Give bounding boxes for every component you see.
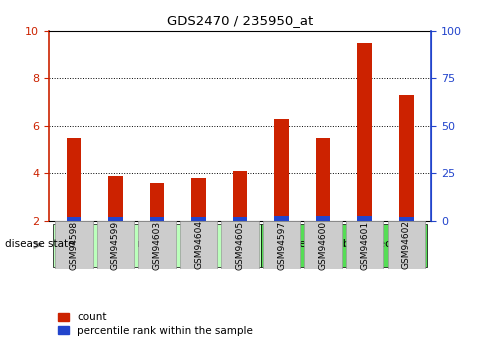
Bar [53, 224, 261, 267]
Bar [150, 217, 164, 221]
Text: disease state: disease state [5, 239, 74, 249]
Bar [191, 178, 206, 221]
Bar [233, 217, 247, 221]
Bar [67, 138, 81, 221]
Bar [304, 221, 342, 269]
Bar [67, 217, 81, 221]
Text: GSM94600: GSM94600 [318, 220, 328, 269]
Bar [150, 183, 164, 221]
Title: GDS2470 / 235950_at: GDS2470 / 235950_at [167, 14, 313, 27]
Text: GSM94602: GSM94602 [402, 220, 411, 269]
Bar [358, 216, 372, 221]
Text: neural tube defect: neural tube defect [292, 239, 396, 249]
Bar [233, 171, 247, 221]
Bar [221, 221, 259, 269]
Bar [274, 216, 289, 221]
Bar [399, 95, 414, 221]
Bar [274, 119, 289, 221]
Bar [358, 43, 372, 221]
Text: GSM94599: GSM94599 [111, 220, 120, 269]
Text: GSM94601: GSM94601 [360, 220, 369, 269]
Text: GSM94597: GSM94597 [277, 220, 286, 269]
Bar [388, 221, 425, 269]
Bar [108, 217, 122, 221]
Bar [191, 217, 206, 221]
Bar [97, 221, 134, 269]
Bar [399, 217, 414, 221]
Text: normal: normal [138, 239, 176, 249]
Legend: count, percentile rank within the sample: count, percentile rank within the sample [54, 308, 257, 340]
Bar [261, 224, 427, 267]
Text: GSM94605: GSM94605 [236, 220, 245, 269]
Bar [55, 221, 93, 269]
Bar [346, 221, 384, 269]
Text: GSM94604: GSM94604 [194, 220, 203, 269]
Text: GSM94603: GSM94603 [152, 220, 162, 269]
Text: GSM94598: GSM94598 [70, 220, 78, 269]
Bar [180, 221, 217, 269]
Bar [108, 176, 122, 221]
Bar [316, 216, 330, 221]
Bar [316, 138, 330, 221]
Bar [138, 221, 176, 269]
Bar [263, 221, 300, 269]
